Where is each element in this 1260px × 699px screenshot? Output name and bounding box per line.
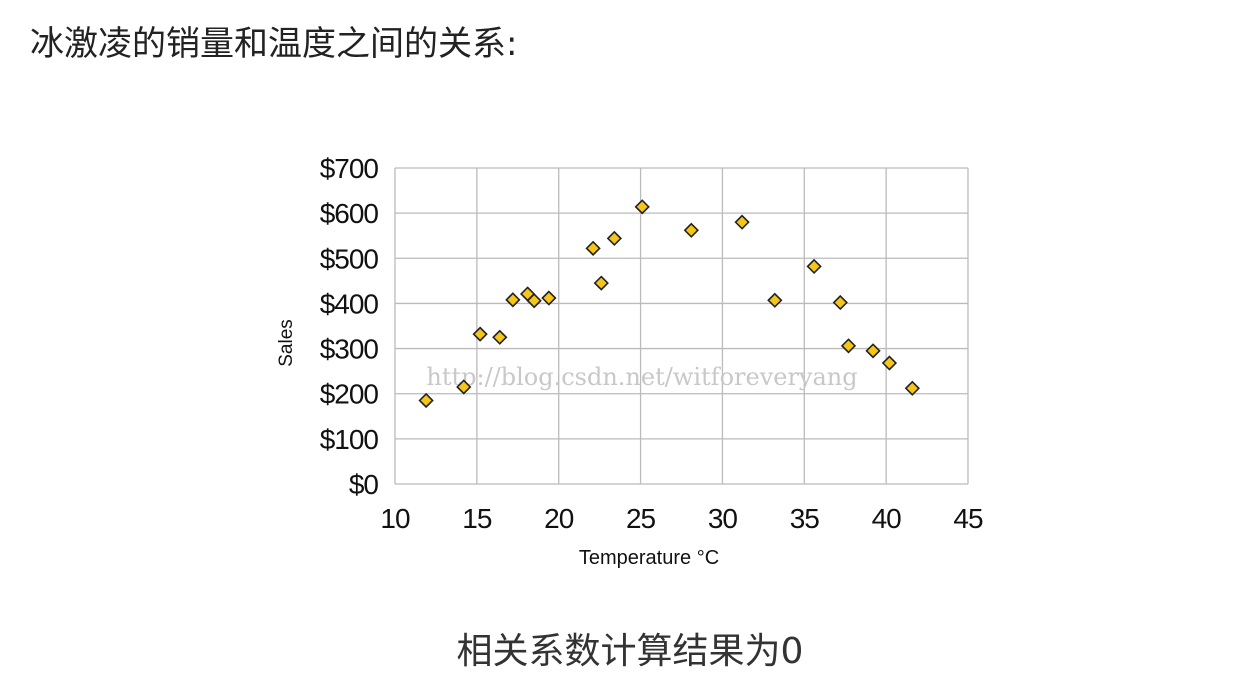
data-point xyxy=(685,224,698,237)
data-point xyxy=(636,200,649,213)
data-point xyxy=(493,331,506,344)
data-point xyxy=(595,277,608,290)
x-tick-label: 45 xyxy=(953,503,983,534)
data-point xyxy=(842,339,855,352)
x-tick-labels: 10 15 20 25 30 35 40 45 xyxy=(380,503,983,534)
data-point xyxy=(608,232,621,245)
data-point xyxy=(420,394,433,407)
x-tick-label: 25 xyxy=(626,503,656,534)
x-tick-label: 15 xyxy=(462,503,492,534)
x-tick-label: 35 xyxy=(790,503,820,534)
data-point xyxy=(834,296,847,309)
data-point xyxy=(906,382,919,395)
data-point xyxy=(808,260,821,273)
data-point xyxy=(736,216,749,229)
x-tick-label: 40 xyxy=(872,503,902,534)
data-point xyxy=(768,294,781,307)
data-point xyxy=(542,292,555,305)
data-point xyxy=(474,328,487,341)
x-tick-label: 10 xyxy=(380,503,410,534)
y-tick-label: $400 xyxy=(320,288,379,319)
watermark-text: http://blog.csdn.net/witforeveryang xyxy=(426,363,857,391)
y-tick-label: $0 xyxy=(349,469,379,500)
x-axis-label: Temperature °C xyxy=(579,547,719,569)
data-point xyxy=(867,344,880,357)
y-tick-label: $500 xyxy=(320,243,379,274)
x-tick-label: 30 xyxy=(708,503,738,534)
y-tick-label: $700 xyxy=(320,153,379,184)
y-tick-label: $200 xyxy=(320,379,379,410)
data-point xyxy=(587,242,600,255)
y-tick-label: $100 xyxy=(320,424,379,455)
caption-text: 相关系数计算结果为0 xyxy=(0,628,1260,676)
y-tick-label: $600 xyxy=(320,198,379,229)
grid-layer xyxy=(395,168,968,484)
y-tick-label: $300 xyxy=(320,334,379,365)
y-tick-labels: $0 $100 $200 $300 $400 $500 $600 $700 xyxy=(320,153,379,500)
x-tick-label: 20 xyxy=(544,503,574,534)
data-point xyxy=(506,293,519,306)
y-axis-label: Sales xyxy=(276,319,297,367)
data-point xyxy=(883,357,896,370)
